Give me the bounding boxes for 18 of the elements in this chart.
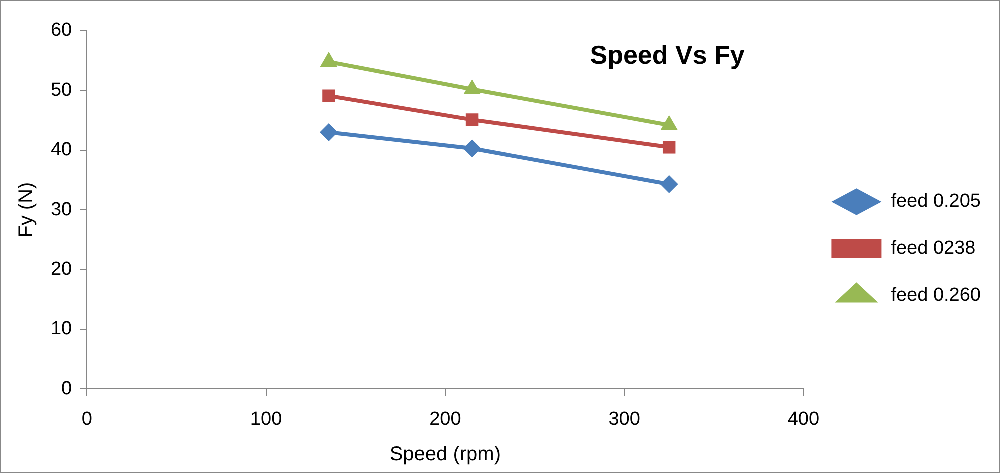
x-tick-label: 100 <box>250 408 282 430</box>
y-tick-label: 20 <box>50 259 72 280</box>
x-axis-title: Speed (rpm) <box>390 444 501 466</box>
y-tick-label: 40 <box>50 140 72 161</box>
y-tick-label: 0 <box>62 378 72 400</box>
x-tick-label: 0 <box>82 408 92 430</box>
y-tick-label: 30 <box>50 199 72 220</box>
legend-label: feed 0.260 <box>891 285 982 306</box>
y-tick-label: 60 <box>50 20 72 42</box>
x-tick-label: 300 <box>608 408 640 430</box>
y-tick-label: 10 <box>50 318 72 340</box>
legend-label: feed 0.205 <box>891 191 982 212</box>
y-tick-label: 50 <box>50 80 72 101</box>
y-axis-title: Fy (N) <box>16 182 38 238</box>
x-tick-label: 200 <box>430 408 462 430</box>
legend-label: feed 0238 <box>891 238 976 260</box>
chart-title: Speed Vs Fy <box>590 40 746 70</box>
x-tick-label: 400 <box>788 408 820 430</box>
